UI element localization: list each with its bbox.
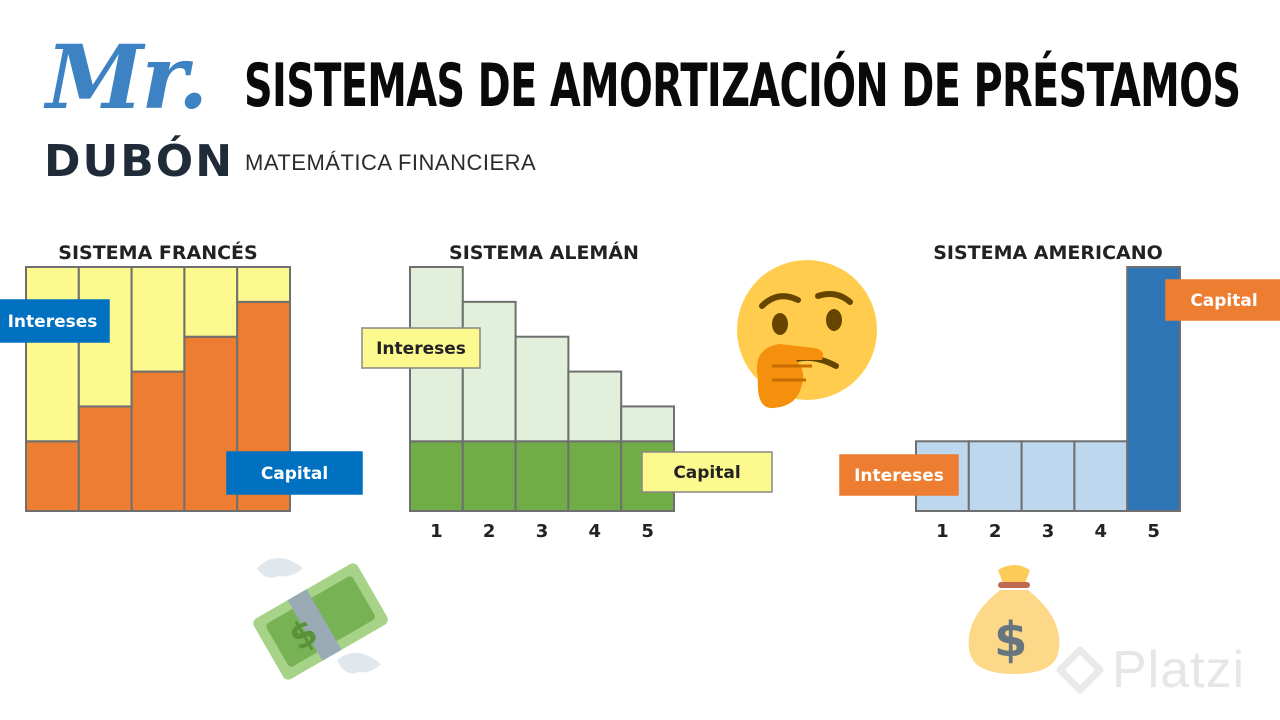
tick-label: 1	[936, 521, 949, 542]
platzi-logo-icon	[1056, 646, 1104, 694]
tick-label: 2	[989, 521, 1002, 542]
tick-label: 3	[536, 521, 549, 542]
thinking-face-icon	[737, 260, 877, 409]
bar-capital-1	[409, 440, 464, 512]
tick-label: 4	[1095, 521, 1108, 542]
money-with-wings-icon: $	[253, 558, 388, 680]
svg-text:$: $	[994, 612, 1027, 668]
bar-intereses-2	[461, 300, 517, 443]
label-interes: Intereses	[854, 466, 944, 486]
bar-capital-3	[514, 440, 570, 512]
bar-intereses-3	[514, 335, 570, 443]
tick-label: 3	[1042, 521, 1055, 542]
label-interes: Intereses	[376, 339, 466, 359]
bar-capital-4	[567, 440, 623, 512]
chart-title-3: SISTEMA AMERICANO	[933, 242, 1163, 264]
label-box-capital	[1165, 279, 1280, 321]
tick-label: 1	[430, 521, 443, 542]
bar-capital-2	[461, 440, 517, 512]
bar-capital-1	[25, 440, 80, 512]
label-box-interes	[361, 327, 481, 369]
label-box-capital	[226, 451, 363, 495]
label-box-capital	[641, 451, 773, 493]
bar-intereses-1	[25, 266, 80, 443]
chart-title-2: SISTEMA ALEMÁN	[449, 241, 639, 264]
tick-label: 2	[483, 521, 496, 542]
label-box-interes	[0, 299, 110, 343]
bar-intereses-3	[130, 266, 186, 373]
bar-intereses-2	[967, 440, 1023, 512]
tick-label: 5	[1147, 521, 1160, 542]
bar-intereses-5	[620, 405, 676, 443]
bar-capital-2	[77, 405, 133, 512]
label-capital: Capital	[1190, 291, 1257, 311]
label-box-interes	[839, 454, 959, 496]
bar-intereses-4	[183, 266, 239, 338]
label-interes: Intereses	[8, 312, 98, 332]
logo-mr: Mr.	[46, 25, 208, 129]
label-capital: Capital	[261, 464, 328, 484]
chart-title-1: SISTEMA FRANCÉS	[58, 241, 257, 264]
tick-label: 5	[641, 521, 654, 542]
bar-intereses-4	[567, 370, 623, 443]
bar-intereses-3	[1020, 440, 1076, 512]
money-bag-icon: $	[968, 565, 1060, 674]
bar-intereses-4	[1073, 440, 1129, 512]
page-subtitle: MATEMÁTICA FINANCIERA	[245, 150, 537, 175]
bar-intereses-5	[236, 266, 291, 303]
bar-capital-3	[130, 370, 186, 513]
platzi-watermark: Platzi	[1112, 641, 1246, 699]
label-capital: Capital	[673, 463, 740, 483]
tick-label: 4	[589, 521, 602, 542]
